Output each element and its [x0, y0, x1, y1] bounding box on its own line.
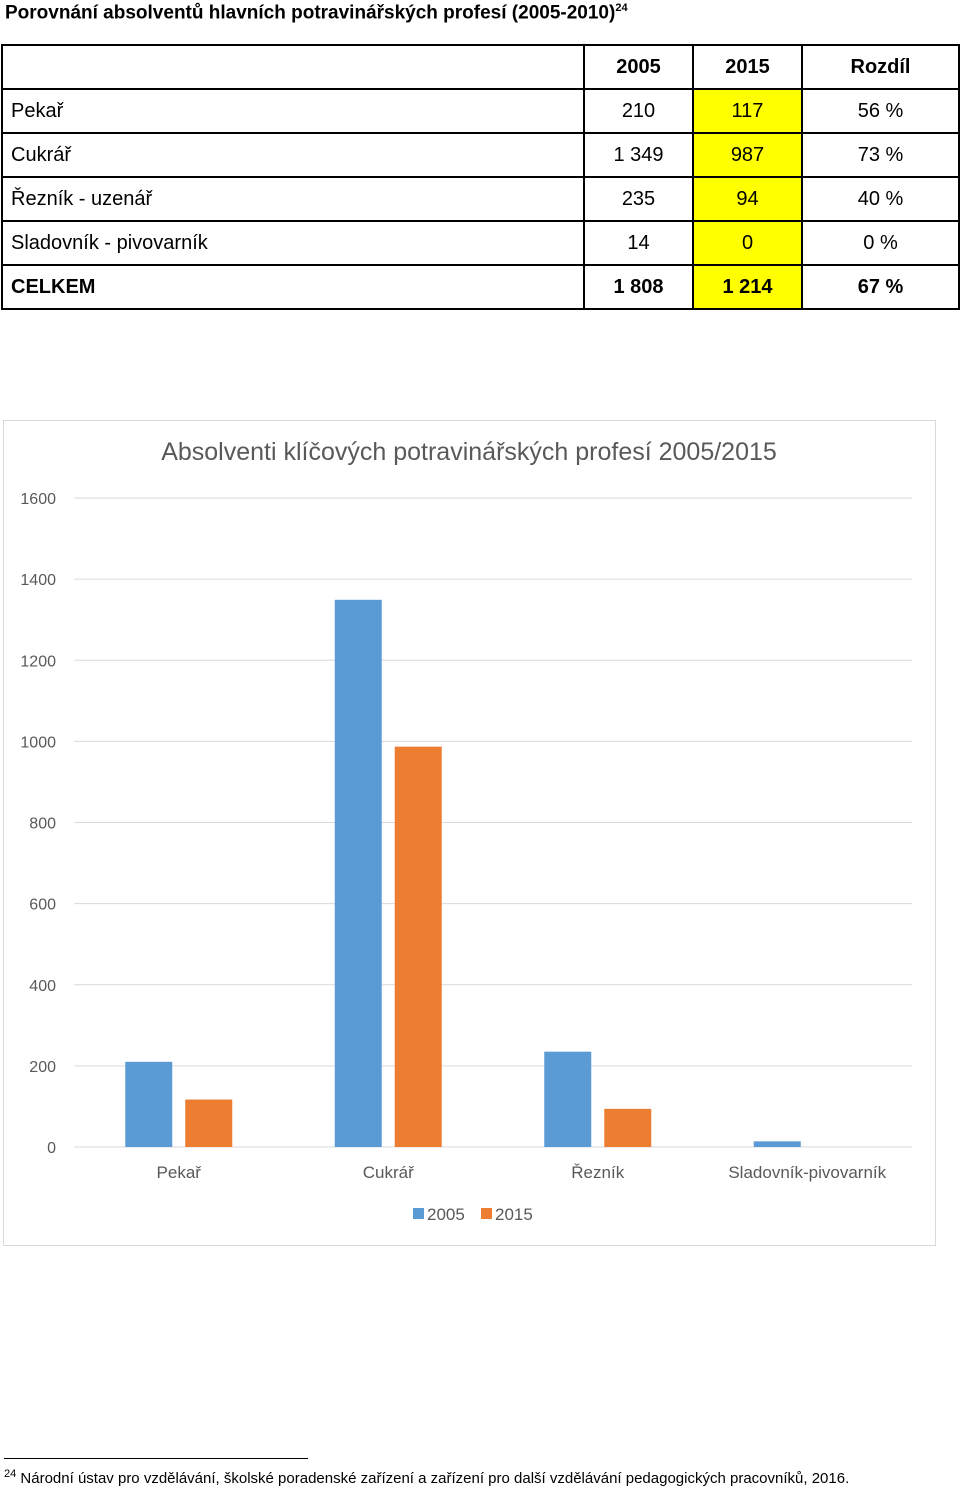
legend-label: 2015	[495, 1205, 533, 1224]
legend-swatch	[481, 1208, 492, 1219]
total-diff: 67 %	[801, 264, 960, 310]
y-tick-label: 1400	[20, 572, 56, 589]
bar-2005-3	[544, 1051, 592, 1147]
row-2005: 210	[583, 88, 694, 134]
row-diff: 0 %	[801, 220, 960, 266]
heading-text: Porovnání absolventů hlavních potravinář…	[5, 2, 616, 24]
table-header-2005: 2005	[583, 44, 694, 90]
y-tick-label: 800	[29, 816, 56, 833]
y-tick-label: 1000	[20, 734, 56, 751]
heading-footnote-ref: 24	[615, 2, 628, 14]
row-name: Sladovník - pivovarník	[1, 220, 585, 266]
row-2015: 94	[692, 176, 803, 222]
row-diff: 73 %	[801, 132, 960, 178]
table-row: Cukrář 1 349 987 73 %	[1, 132, 960, 178]
legend-label: 2005	[427, 1205, 465, 1224]
total-2015: 1 214	[692, 264, 803, 310]
bar-2015-2	[394, 746, 442, 1147]
bar-2005-2	[334, 599, 382, 1147]
page-heading: Porovnání absolventů hlavních potravinář…	[5, 2, 628, 24]
comparison-table: 2005 2015 Rozdíl Pekař 210 117 56 % Cukr…	[1, 44, 960, 310]
footnote-text: Národní ústav pro vzdělávání, školské po…	[20, 1470, 850, 1487]
y-tick-label: 600	[29, 897, 56, 914]
row-diff: 56 %	[801, 88, 960, 134]
x-category-label: Řezník	[571, 1163, 624, 1182]
legend-swatch	[413, 1208, 424, 1219]
row-2015: 987	[692, 132, 803, 178]
table-total-row: CELKEM 1 808 1 214 67 %	[1, 264, 960, 310]
table-row: Pekař 210 117 56 %	[1, 88, 960, 134]
y-tick-label: 400	[29, 978, 56, 995]
row-2005: 1 349	[583, 132, 694, 178]
table-header-row: 2005 2015 Rozdíl	[1, 44, 960, 90]
row-2005: 235	[583, 176, 694, 222]
row-name: Řezník - uzenář	[1, 176, 585, 222]
table-header-2015: 2015	[692, 44, 803, 90]
x-category-label: Sladovník-pivovarník	[728, 1163, 886, 1182]
table-header-diff: Rozdíl	[801, 44, 960, 90]
row-2015: 0	[692, 220, 803, 266]
row-name: Pekař	[1, 88, 585, 134]
bar-2015-1	[185, 1099, 233, 1147]
footnote-divider	[4, 1458, 308, 1459]
table-header-blank	[1, 44, 585, 90]
x-category-label: Pekař	[157, 1163, 202, 1182]
total-name: CELKEM	[1, 264, 585, 310]
y-tick-label: 200	[29, 1059, 56, 1076]
footnote-number: 24	[4, 1468, 17, 1480]
chart-title: Absolventi klíčových potravinářských pro…	[161, 438, 777, 466]
bar-2015-3	[604, 1108, 652, 1147]
table-row: Řezník - uzenář 235 94 40 %	[1, 176, 960, 222]
y-tick-label: 1600	[20, 491, 56, 508]
row-2015: 117	[692, 88, 803, 134]
row-2005: 14	[583, 220, 694, 266]
bar-2005-4	[753, 1141, 801, 1147]
y-tick-label: 1200	[20, 653, 56, 670]
y-tick-label: 0	[47, 1140, 56, 1157]
x-category-label: Cukrář	[363, 1163, 414, 1182]
table-row: Sladovník - pivovarník 14 0 0 %	[1, 220, 960, 266]
footnote: 24 Národní ústav pro vzdělávání, školské…	[4, 1468, 849, 1487]
total-2005: 1 808	[583, 264, 694, 310]
row-diff: 40 %	[801, 176, 960, 222]
row-name: Cukrář	[1, 132, 585, 178]
bar-2005-1	[125, 1061, 173, 1147]
